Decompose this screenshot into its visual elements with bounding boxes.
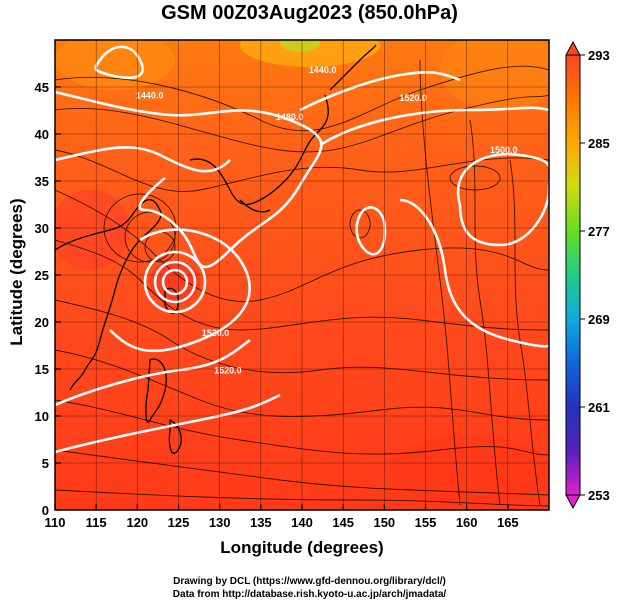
x-tick-label: 130 xyxy=(209,515,231,530)
contour-label: 1520.0 xyxy=(214,366,242,376)
geopotential-contours xyxy=(55,45,549,454)
credit-dcl: Drawing by DCL (https://www.gfd-dennou.o… xyxy=(173,576,446,587)
y-tick-label: 5 xyxy=(42,456,49,471)
colorbar-max-arrow xyxy=(565,40,581,56)
lat-lon-grid xyxy=(55,40,549,510)
y-tick-label: 20 xyxy=(35,315,49,330)
figure-title: GSM 00Z03Aug2023 (850.0hPa) xyxy=(161,2,458,24)
colorbar-label: 269 xyxy=(588,312,610,327)
y-axis-ticks: 0 5 10 15 20 25 30 35 40 45 xyxy=(35,80,61,518)
x-tick-label: 145 xyxy=(332,515,354,530)
x-tick-label: 135 xyxy=(250,515,272,530)
x-tick-label: 165 xyxy=(497,515,519,530)
contour-label: 1520.0 xyxy=(399,93,427,103)
y-tick-label: 25 xyxy=(35,268,49,283)
y-tick-label: 45 xyxy=(35,80,49,95)
contour-label: 1440.0 xyxy=(309,65,337,75)
colorbar-label: 261 xyxy=(588,400,610,415)
colorbar-min-arrow xyxy=(565,494,581,510)
contour-label: 1440.0 xyxy=(136,90,164,100)
colorbar: 293 285 277 269 261 253 xyxy=(565,40,610,510)
y-tick-label: 10 xyxy=(35,409,49,424)
x-tick-label: 125 xyxy=(168,515,190,530)
x-tick-label: 115 xyxy=(86,515,107,530)
y-axis-label: Latitude (degrees) xyxy=(7,198,26,346)
x-axis-label: Longitude (degrees) xyxy=(220,538,384,557)
colorbar-label: 293 xyxy=(588,48,610,63)
contour-labels: 1440.0 1440.0 1480.0 1520.0 1500.0 1520.0 1520… xyxy=(136,65,518,376)
y-tick-label: 30 xyxy=(35,221,49,236)
x-tick-label: 120 xyxy=(126,515,148,530)
x-tick-label: 110 xyxy=(45,515,66,530)
contour-label: 1480.0 xyxy=(276,112,304,122)
y-tick-label: 0 xyxy=(42,503,49,518)
x-tick-label: 160 xyxy=(456,515,478,530)
colorbar-label: 285 xyxy=(588,136,610,151)
temperature-field: 1440.0 1440.0 1480.0 1520.0 1500.0 1520.0 1520… xyxy=(55,40,549,510)
x-tick-label: 155 xyxy=(415,515,437,530)
colorbar-label: 277 xyxy=(588,224,610,239)
y-tick-label: 15 xyxy=(35,362,49,377)
contour-label: 1520.0 xyxy=(202,328,230,338)
credit-data-source: Data from http://database.rish.kyoto-u.a… xyxy=(172,589,447,600)
x-tick-label: 150 xyxy=(373,515,395,530)
colorbar-label: 253 xyxy=(588,488,610,503)
contour-label: 1500.0 xyxy=(490,145,518,155)
x-axis-ticks: 110 115 120 125 130 135 140 145 150 155 160 165 xyxy=(45,504,519,530)
x-tick-label: 140 xyxy=(291,515,313,530)
y-tick-label: 35 xyxy=(35,174,49,189)
y-tick-label: 40 xyxy=(35,127,49,142)
